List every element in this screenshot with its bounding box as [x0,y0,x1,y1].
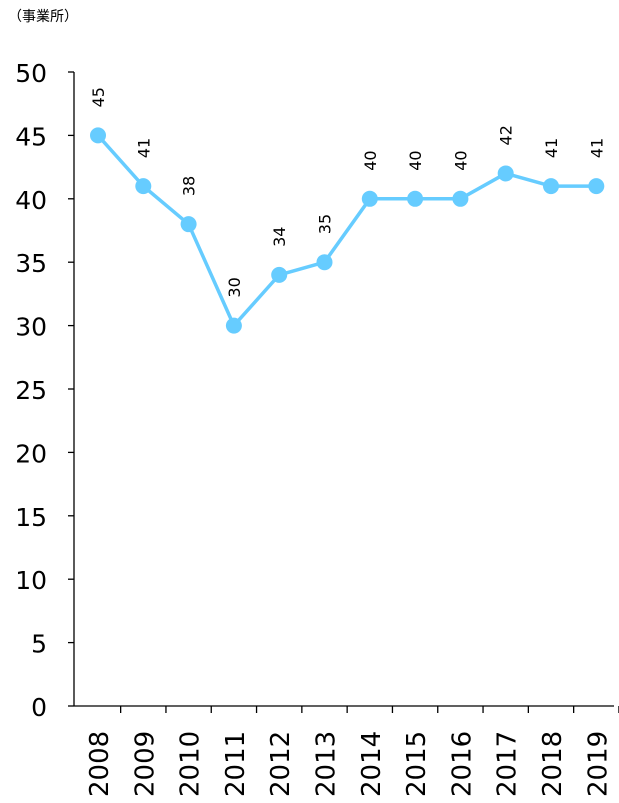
data-label: 30 [225,277,244,297]
data-label: 35 [316,214,335,234]
data-label: 41 [587,138,606,158]
data-label: 42 [497,125,516,145]
data-label: 40 [451,150,470,170]
y-tick-label: 45 [15,122,47,151]
data-point [452,190,469,207]
x-tick-label: 2014 [357,731,387,797]
series-group [90,127,605,334]
data-point [90,127,106,144]
y-tick-label: 5 [31,630,47,659]
data-point [543,178,559,195]
x-tick-label: 2011 [221,731,251,797]
x-tick-label: 2013 [312,731,342,797]
x-tick-label: 2015 [402,731,432,797]
data-label: 38 [180,176,199,196]
unit-label: （事業所） [8,9,78,25]
x-tick-label: 2008 [85,731,115,797]
y-tick-label: 40 [15,186,47,215]
data-point [588,178,605,195]
data-point [135,178,152,195]
axes: 0 5 10 15 20 25 30 35 40 45 50 2008 2009 2010 2011 2012… [15,59,619,797]
x-tick-label: 2010 [176,731,206,797]
data-point [497,165,514,182]
data-point [225,317,242,334]
data-point [316,254,333,271]
data-point [361,190,378,207]
x-tick-label: 2009 [130,731,160,797]
y-tick-label: 15 [15,503,47,532]
y-tick-label: 25 [15,376,47,405]
data-label: 41 [134,138,153,158]
x-tick-label: 2019 [583,731,613,797]
x-tick-label: 2017 [493,731,523,797]
data-point [180,216,197,233]
y-tick-label: 30 [15,313,47,342]
data-label: 40 [361,150,380,170]
y-tick-label: 10 [15,566,47,595]
y-tick-label: 35 [15,249,47,278]
data-label: 34 [270,227,289,247]
x-tick-label: 2012 [266,731,296,797]
data-label: 40 [406,150,425,170]
data-label: 41 [542,138,561,158]
y-tick-label: 50 [15,59,47,88]
y-tick-label: 20 [15,439,47,468]
y-tick-label: 0 [31,693,47,722]
series-line [96,134,597,328]
x-tick-label: 2016 [447,731,477,797]
data-point [271,266,288,283]
x-tick-label: 2018 [538,731,568,797]
data-label: 45 [89,87,108,107]
data-point [407,190,424,207]
labels-group: 45 41 38 30 34 35 40 40 40 42 41 41 [89,87,606,298]
